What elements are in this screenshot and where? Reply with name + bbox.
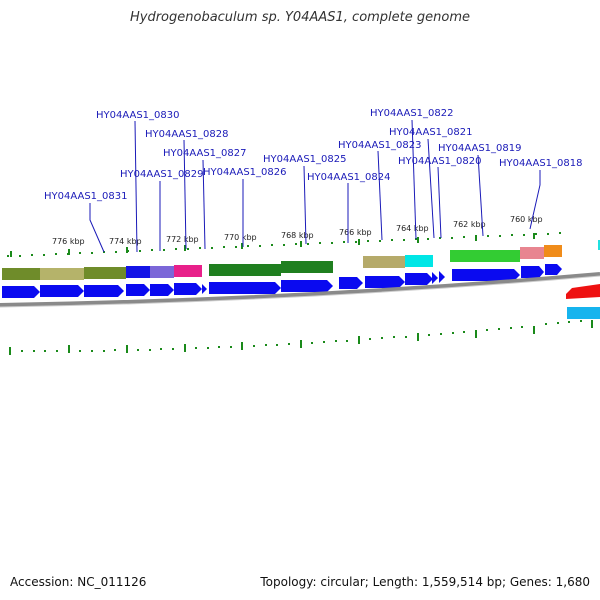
right-side-features[interactable] [566,240,600,319]
gene-label-0819[interactable]: HY04AAS1_0819 [438,143,521,154]
inner-tick-ring [9,320,593,355]
tick-label: 774 kbp [109,237,142,246]
tick-label: 768 kbp [281,231,314,240]
gene-label-0818[interactable]: HY04AAS1_0818 [499,158,582,169]
leader-lines [89,119,541,253]
gene-label-0830[interactable]: HY04AAS1_0830 [96,110,179,121]
accession-text: Accession: NC_011126 [10,575,147,589]
cog-track[interactable] [2,245,562,280]
gene-labels: HY04AAS1_0831 HY04AAS1_0830 HY04AAS1_082… [44,108,582,202]
tick-label: 760 kbp [510,215,543,224]
genome-backbone [0,272,600,307]
gene-label-0823[interactable]: HY04AAS1_0823 [338,140,421,151]
gene-label-0831[interactable]: HY04AAS1_0831 [44,191,127,202]
genome-backbone-shadow [0,275,600,308]
gene-label-0827[interactable]: HY04AAS1_0827 [163,148,246,159]
tick-label: 762 kbp [453,220,486,229]
tick-label: 764 kbp [396,224,429,233]
genome-summary: Topology: circular; Length: 1,559,514 bp… [260,575,590,589]
gene-label-0826[interactable]: HY04AAS1_0826 [203,167,286,178]
gene-label-0822[interactable]: HY04AAS1_0822 [370,108,453,119]
tick-label: 770 kbp [224,233,257,242]
gene-label-0828[interactable]: HY04AAS1_0828 [145,129,228,140]
gene-arrows[interactable] [2,264,562,298]
gene-label-0820[interactable]: HY04AAS1_0820 [398,156,481,167]
gene-label-0829[interactable]: HY04AAS1_0829 [120,169,203,180]
gene-label-0825[interactable]: HY04AAS1_0825 [263,154,346,165]
tick-label: 772 kbp [166,235,199,244]
tick-labels: 776 kbp 774 kbp 772 kbp 770 kbp 768 kbp … [52,215,543,246]
tick-label: 776 kbp [52,237,85,246]
gene-label-0821[interactable]: HY04AAS1_0821 [389,127,472,138]
tick-label: 766 kbp [339,228,372,237]
map-title: Hydrogenobaculum sp. Y04AAS1, complete g… [129,10,471,25]
gene-label-0824[interactable]: HY04AAS1_0824 [307,172,390,183]
outer-tick-ring [7,232,561,257]
